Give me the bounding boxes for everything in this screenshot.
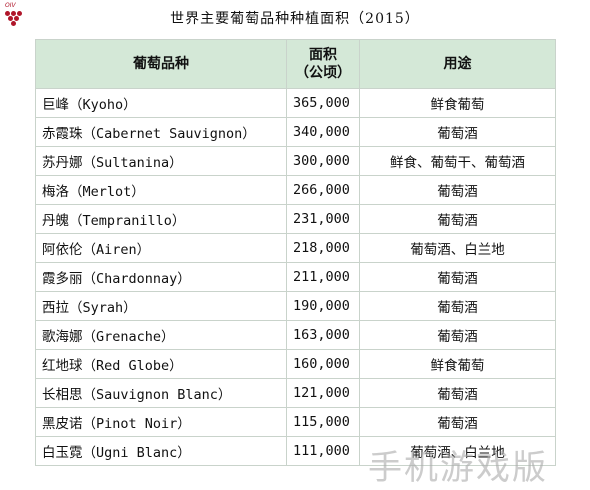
cell-variety: 黑皮诺（Pinot Noir） xyxy=(35,407,287,437)
table-row: 苏丹娜（Sultanina） 300,000 鲜食、葡萄干、葡萄酒 xyxy=(35,146,556,176)
cell-area: 163,000 xyxy=(286,320,360,350)
table-header-row: 葡萄品种 面积 （公顷） 用途 xyxy=(35,39,556,89)
cell-variety: 白玉霓（Ugni Blanc） xyxy=(35,436,287,466)
cell-use: 葡萄酒 xyxy=(359,262,556,292)
cell-area: 115,000 xyxy=(286,407,360,437)
cell-use: 葡萄酒 xyxy=(359,320,556,350)
cell-variety: 红地球（Red Globe） xyxy=(35,349,287,379)
header-use: 用途 xyxy=(359,39,556,89)
cell-variety: 西拉（Syrah） xyxy=(35,291,287,321)
header-area-unit: （公顷） xyxy=(295,65,351,81)
grape-variety-table: 葡萄品种 面积 （公顷） 用途 巨峰（Kyoho） 365,000 鲜食葡萄 赤霞珠（… xyxy=(35,39,556,466)
cell-use: 葡萄酒 xyxy=(359,407,556,437)
header-area: 面积 （公顷） xyxy=(286,39,360,89)
cell-variety: 梅洛（Merlot） xyxy=(35,175,287,205)
table-row: 霞多丽（Chardonnay） 211,000 葡萄酒 xyxy=(35,262,556,292)
cell-use: 葡萄酒 xyxy=(359,291,556,321)
table-row: 白玉霓（Ugni Blanc） 111,000 葡萄酒、白兰地 xyxy=(35,436,556,466)
table-row: 西拉（Syrah） 190,000 葡萄酒 xyxy=(35,291,556,321)
cell-area: 218,000 xyxy=(286,233,360,263)
cell-area: 365,000 xyxy=(286,88,360,118)
cell-area: 266,000 xyxy=(286,175,360,205)
cell-use: 葡萄酒、白兰地 xyxy=(359,436,556,466)
table-row: 赤霞珠（Cabernet Sauvignon） 340,000 葡萄酒 xyxy=(35,117,556,147)
cell-variety: 赤霞珠（Cabernet Sauvignon） xyxy=(35,117,287,147)
cell-use: 葡萄酒 xyxy=(359,378,556,408)
cell-use: 葡萄酒 xyxy=(359,175,556,205)
table-row: 梅洛（Merlot） 266,000 葡萄酒 xyxy=(35,175,556,205)
logo-text: OIV xyxy=(5,2,16,9)
cell-use: 葡萄酒、白兰地 xyxy=(359,233,556,263)
cell-variety: 长相思（Sauvignon Blanc） xyxy=(35,378,287,408)
cell-area: 231,000 xyxy=(286,204,360,234)
header-variety: 葡萄品种 xyxy=(35,39,287,89)
table-row: 长相思（Sauvignon Blanc） 121,000 葡萄酒 xyxy=(35,378,556,408)
cell-use: 鲜食葡萄 xyxy=(359,88,556,118)
cell-variety: 巨峰（Kyoho） xyxy=(35,88,287,118)
header-area-label: 面积 xyxy=(309,47,337,63)
cell-variety: 霞多丽（Chardonnay） xyxy=(35,262,287,292)
cell-area: 111,000 xyxy=(286,436,360,466)
cell-area: 211,000 xyxy=(286,262,360,292)
table-row: 黑皮诺（Pinot Noir） 115,000 葡萄酒 xyxy=(35,407,556,437)
cell-area: 340,000 xyxy=(286,117,360,147)
table-row: 红地球（Red Globe） 160,000 鲜食葡萄 xyxy=(35,349,556,379)
cell-variety: 歌海娜（Grenache） xyxy=(35,320,287,350)
cell-area: 160,000 xyxy=(286,349,360,379)
cell-area: 190,000 xyxy=(286,291,360,321)
cell-use: 葡萄酒 xyxy=(359,117,556,147)
cell-use: 鲜食、葡萄干、葡萄酒 xyxy=(359,146,556,176)
cell-use: 鲜食葡萄 xyxy=(359,349,556,379)
table-title: 世界主要葡萄品种种植面积（2015） xyxy=(170,11,420,27)
cell-variety: 阿依伦（Airen） xyxy=(35,233,287,263)
table-row: 歌海娜（Grenache） 163,000 葡萄酒 xyxy=(35,320,556,350)
table-row: 阿依伦（Airen） 218,000 葡萄酒、白兰地 xyxy=(35,233,556,263)
oiv-logo: OIV xyxy=(4,2,26,28)
cell-variety: 丹魄（Tempranillo） xyxy=(35,204,287,234)
table-row: 巨峰（Kyoho） 365,000 鲜食葡萄 xyxy=(35,88,556,118)
cell-use: 葡萄酒 xyxy=(359,204,556,234)
cell-area: 121,000 xyxy=(286,378,360,408)
table-row: 丹魄（Tempranillo） 231,000 葡萄酒 xyxy=(35,204,556,234)
cell-variety: 苏丹娜（Sultanina） xyxy=(35,146,287,176)
cell-area: 300,000 xyxy=(286,146,360,176)
